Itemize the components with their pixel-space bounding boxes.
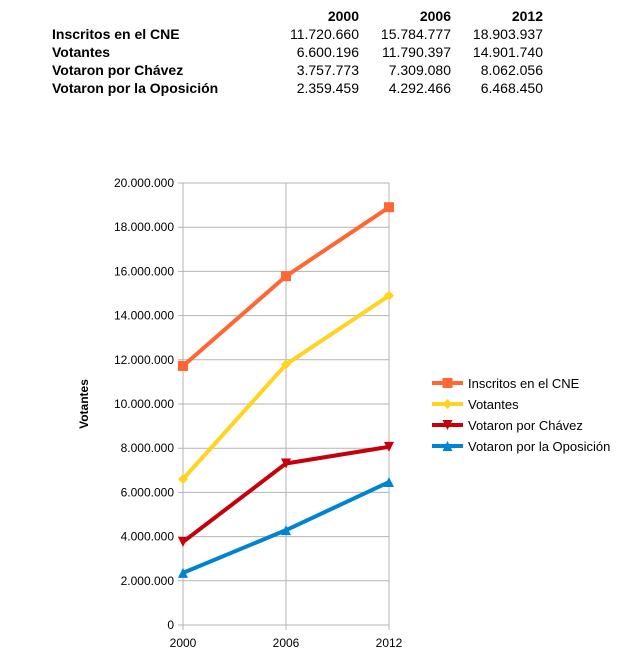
table-cell: 2.359.459 <box>296 80 359 96</box>
legend-entry: Inscritos en el CNE <box>432 376 580 391</box>
year-header: 2006 <box>419 8 451 24</box>
table-row: Votaron por la Oposición 2.359.459 4.292… <box>52 79 543 97</box>
y-tick-labels: 0 2.000.000 4.000.000 6.000.000 8.000.000 10.… <box>114 176 174 632</box>
legend-entry: Votantes <box>432 397 519 412</box>
year-header: 2000 <box>327 8 359 24</box>
legend-entry: Votaron por Chávez <box>432 418 583 433</box>
axes <box>182 183 389 626</box>
series-group <box>178 441 394 547</box>
x-tick-label: 2006 <box>273 636 300 650</box>
data-table: 2000 2006 2012 Inscritos en el CNE 11.72… <box>52 7 543 97</box>
row-label: Votaron por la Oposición <box>52 80 219 96</box>
legend-entry: Votaron por la Oposición <box>432 439 610 454</box>
table-row: Inscritos en el CNE 11.720.660 15.784.77… <box>52 25 543 43</box>
table-cell: 7.309.080 <box>388 62 451 78</box>
table-cell: 11.790.397 <box>381 44 451 60</box>
table-cell: 6.600.196 <box>296 44 359 60</box>
data-point <box>281 458 291 469</box>
legend: Inscritos en el CNE Votantes Votaron por C… <box>432 376 610 454</box>
legend-marker <box>442 378 453 388</box>
legend-marker <box>442 399 453 409</box>
data-point <box>178 360 188 371</box>
table-row: Votaron por Chávez 3.757.773 7.309.080 8… <box>52 61 543 79</box>
chart-area: 0 2.000.000 4.000.000 6.000.000 8.000.000 10.… <box>52 125 642 659</box>
table-cell: 8.062.056 <box>480 62 543 78</box>
y-tick-label: 10.000.000 <box>114 397 174 411</box>
y-tick-label: 20.000.000 <box>114 176 174 190</box>
y-axis-label: Votantes <box>77 379 91 429</box>
data-point <box>178 474 188 485</box>
data-point <box>384 441 394 452</box>
data-point <box>384 477 394 488</box>
series-lines <box>178 202 394 578</box>
x-tick-label: 2000 <box>170 636 197 650</box>
table-row: Votantes 6.600.196 11.790.397 14.901.740 <box>52 43 543 61</box>
y-tick-label: 18.000.000 <box>114 220 174 234</box>
legend-marker <box>442 420 453 430</box>
table-cell: 15.784.777 <box>380 26 451 42</box>
y-tick-label: 2.000.000 <box>121 574 175 588</box>
series-group <box>178 477 394 578</box>
data-point <box>178 536 188 547</box>
data-point <box>384 202 394 213</box>
table-cell: 3.757.773 <box>296 62 359 78</box>
row-label: Votantes <box>52 44 111 60</box>
data-point <box>281 525 291 536</box>
data-point <box>281 271 291 282</box>
y-tick-label: 6.000.000 <box>121 485 175 499</box>
legend-label: Votaron por Chávez <box>468 418 583 433</box>
x-tick-labels: 2000 2006 2012 <box>170 636 403 650</box>
legend-label: Inscritos en el CNE <box>468 376 580 391</box>
year-header: 2012 <box>511 8 543 24</box>
table-corner <box>52 7 257 25</box>
data-point <box>281 359 291 370</box>
legend-label: Votantes <box>468 397 519 412</box>
legend-marker <box>442 441 453 451</box>
y-tick-label: 0 <box>167 618 174 632</box>
x-tick-label: 2012 <box>376 636 403 650</box>
table-cell: 11.720.660 <box>289 26 359 42</box>
series-group <box>178 290 394 485</box>
y-tick-label: 8.000.000 <box>121 441 175 455</box>
line-chart: 0 2.000.000 4.000.000 6.000.000 8.000.000 10.… <box>77 176 610 650</box>
table-header-row: 2000 2006 2012 <box>52 7 543 25</box>
table-cell: 4.292.466 <box>388 80 451 96</box>
y-tick-label: 16.000.000 <box>114 264 174 278</box>
data-point <box>178 567 188 578</box>
series-group <box>178 202 394 371</box>
table-cell: 18.903.937 <box>472 26 543 42</box>
y-tick-label: 12.000.000 <box>114 353 174 367</box>
legend-label: Votaron por la Oposición <box>468 439 610 454</box>
y-tick-label: 4.000.000 <box>121 530 175 544</box>
table-cell: 6.468.450 <box>480 80 543 96</box>
row-label: Votaron por Chávez <box>52 62 184 78</box>
row-label: Inscritos en el CNE <box>52 26 180 42</box>
data-point <box>384 290 394 301</box>
y-tick-label: 14.000.000 <box>114 309 174 323</box>
table-cell: 14.901.740 <box>472 44 543 60</box>
